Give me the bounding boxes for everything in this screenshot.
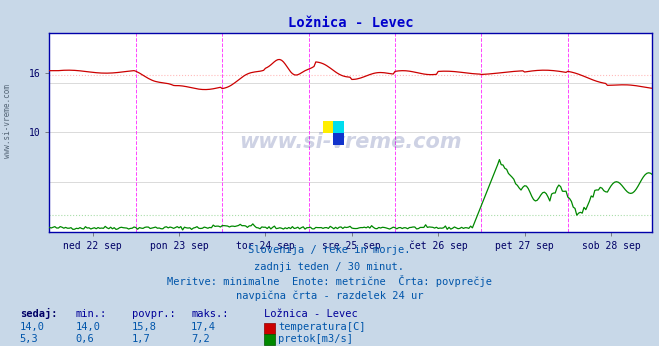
Text: 14,0: 14,0 bbox=[76, 322, 101, 333]
Text: Ložnica - Levec: Ložnica - Levec bbox=[264, 309, 357, 319]
Text: 7,2: 7,2 bbox=[191, 334, 210, 344]
Text: min.:: min.: bbox=[76, 309, 107, 319]
Text: povpr.:: povpr.: bbox=[132, 309, 175, 319]
Text: temperatura[C]: temperatura[C] bbox=[278, 322, 366, 333]
Text: navpična črta - razdelek 24 ur: navpična črta - razdelek 24 ur bbox=[236, 291, 423, 301]
Text: pretok[m3/s]: pretok[m3/s] bbox=[278, 334, 353, 344]
Text: maks.:: maks.: bbox=[191, 309, 229, 319]
Text: Slovenija / reke in morje.: Slovenija / reke in morje. bbox=[248, 245, 411, 255]
Text: 15,8: 15,8 bbox=[132, 322, 157, 333]
Text: 17,4: 17,4 bbox=[191, 322, 216, 333]
Text: 1,7: 1,7 bbox=[132, 334, 150, 344]
Title: Ložnica - Levec: Ložnica - Levec bbox=[288, 16, 414, 30]
Text: sedaj:: sedaj: bbox=[20, 308, 57, 319]
Text: www.si-vreme.com: www.si-vreme.com bbox=[3, 84, 13, 158]
Text: Meritve: minimalne  Enote: metrične  Črta: povprečje: Meritve: minimalne Enote: metrične Črta:… bbox=[167, 275, 492, 288]
Text: 5,3: 5,3 bbox=[20, 334, 38, 344]
Text: 0,6: 0,6 bbox=[76, 334, 94, 344]
Text: 14,0: 14,0 bbox=[20, 322, 45, 333]
Text: zadnji teden / 30 minut.: zadnji teden / 30 minut. bbox=[254, 262, 405, 272]
Text: www.si-vreme.com: www.si-vreme.com bbox=[240, 132, 462, 152]
